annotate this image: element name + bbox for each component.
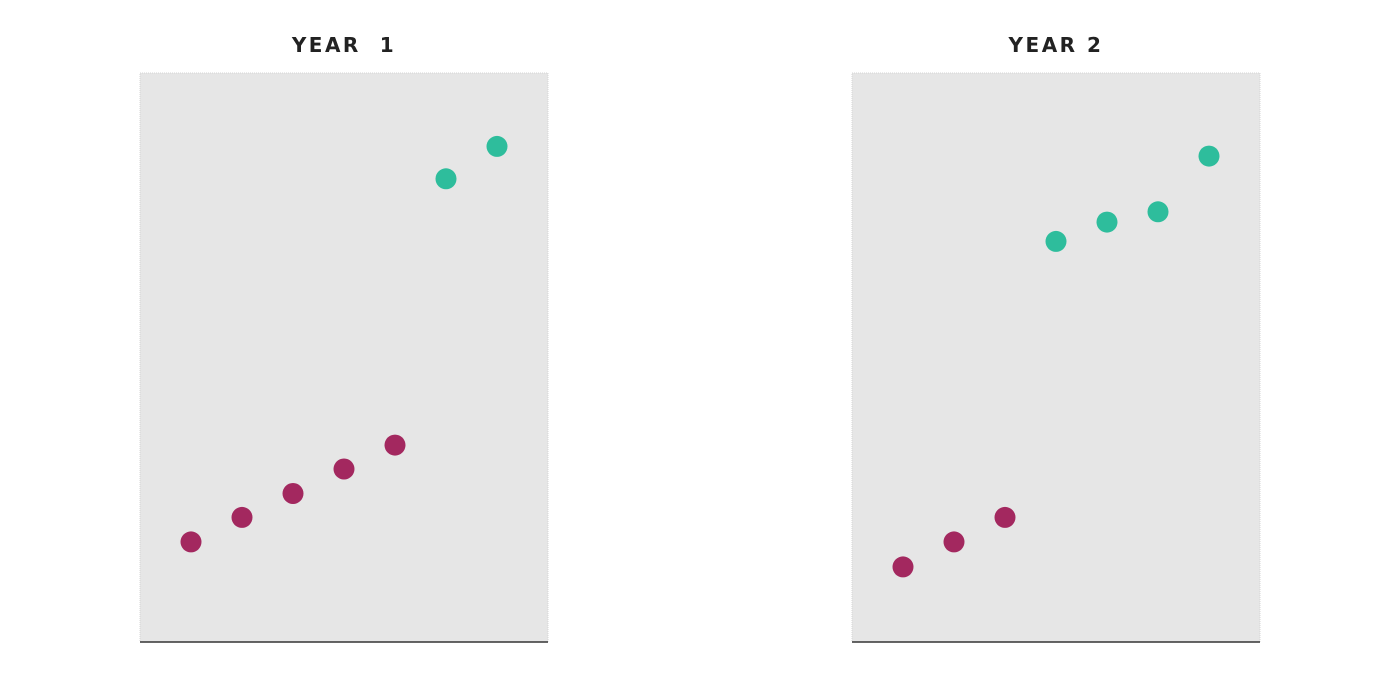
plot-area	[851, 72, 1261, 643]
data-point-magenta	[180, 531, 202, 553]
data-point-magenta	[892, 556, 914, 578]
data-point-magenta	[282, 483, 304, 504]
data-point-teal	[1045, 230, 1067, 252]
data-point-teal	[1147, 201, 1169, 223]
data-point-magenta	[231, 506, 253, 528]
data-point-magenta	[994, 506, 1016, 528]
data-point-teal	[435, 168, 457, 190]
chart-title: YEAR 1	[291, 33, 397, 57]
data-point-magenta	[943, 531, 965, 553]
chart-title: YEAR 2	[1008, 33, 1104, 57]
data-point-magenta	[384, 434, 406, 456]
data-point-teal	[486, 135, 508, 157]
plot-background	[139, 72, 549, 643]
plot-area	[139, 72, 549, 643]
data-point-teal	[1198, 145, 1220, 167]
scatter-chart-year-2: YEAR 2	[846, 0, 1266, 681]
plot-background	[851, 72, 1261, 643]
data-point-teal	[1096, 211, 1118, 233]
data-point-magenta	[333, 458, 355, 480]
scatter-chart-year-1: YEAR 1	[134, 0, 554, 681]
